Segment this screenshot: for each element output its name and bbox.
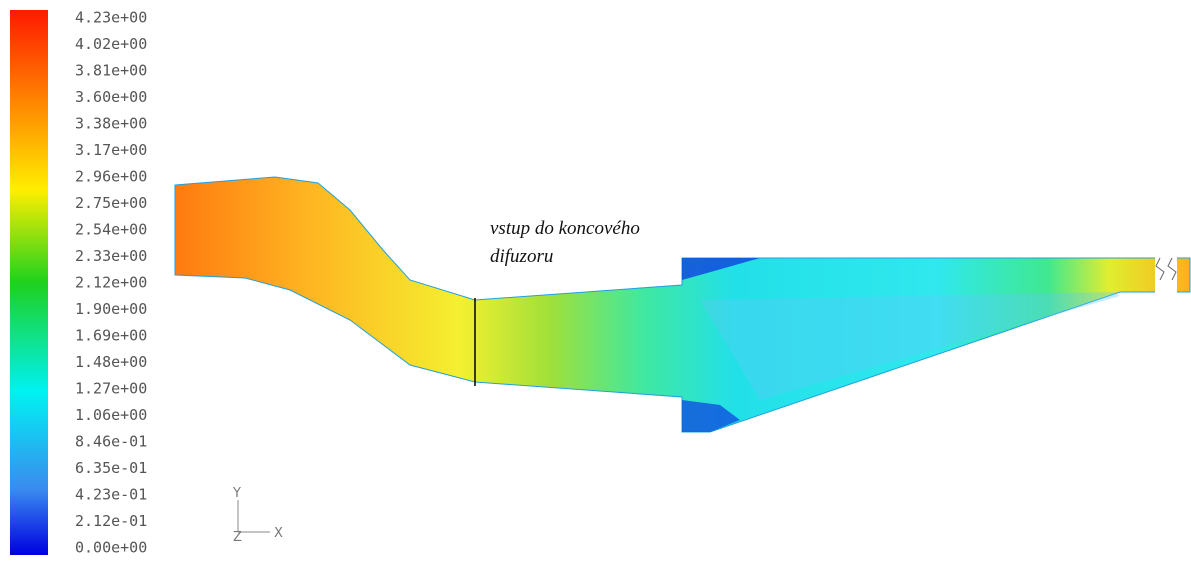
legend-label: 8.46e-01: [75, 433, 147, 451]
annotation: vstup do koncového: [490, 218, 640, 239]
legend-label: 1.06e+00: [75, 406, 147, 424]
legend-label: 1.69e+00: [75, 327, 147, 345]
legend-label: 1.48e+00: [75, 353, 147, 371]
legend-label: 1.90e+00: [75, 300, 147, 318]
legend-label: 2.12e+00: [75, 274, 147, 292]
break-gap: [1155, 252, 1177, 300]
legend-label: 3.38e+00: [75, 115, 147, 133]
axis-label: Z: [233, 530, 242, 545]
legend-label: 2.75e+00: [75, 194, 147, 212]
legend-label: 2.54e+00: [75, 221, 147, 239]
legend-label: 3.60e+00: [75, 88, 147, 106]
axis-label: Y: [232, 486, 241, 501]
axis-label: X: [274, 526, 283, 541]
colorbar: [10, 10, 48, 555]
legend-labels: 4.23e+00 4.02e+00 3.81e+00 3.60e+00 3.38e+00…: [75, 9, 147, 557]
legend-label: 6.35e-01: [75, 459, 147, 477]
legend-label: 4.02e+00: [75, 35, 147, 53]
legend-label: 2.33e+00: [75, 247, 147, 265]
legend-label: 1.27e+00: [75, 380, 147, 398]
break-mark: [1155, 257, 1177, 281]
legend-label: 0.00e+00: [75, 539, 147, 557]
legend-label: 3.17e+00: [75, 141, 147, 159]
flow-domain: [174, 176, 1191, 433]
legend-label: 4.23e+00: [75, 9, 147, 27]
low-velocity-zone: [682, 400, 740, 432]
low-velocity-zone: [682, 258, 760, 280]
legend-label: 3.81e+00: [75, 62, 147, 80]
axis-triad: [237, 500, 270, 533]
legend-label: 4.23e-01: [75, 486, 147, 504]
wall-region: [700, 292, 1120, 400]
legend-label: 2.12e-01: [75, 512, 147, 530]
annotation: difuzoru: [490, 246, 553, 267]
legend-label: 2.96e+00: [75, 168, 147, 186]
